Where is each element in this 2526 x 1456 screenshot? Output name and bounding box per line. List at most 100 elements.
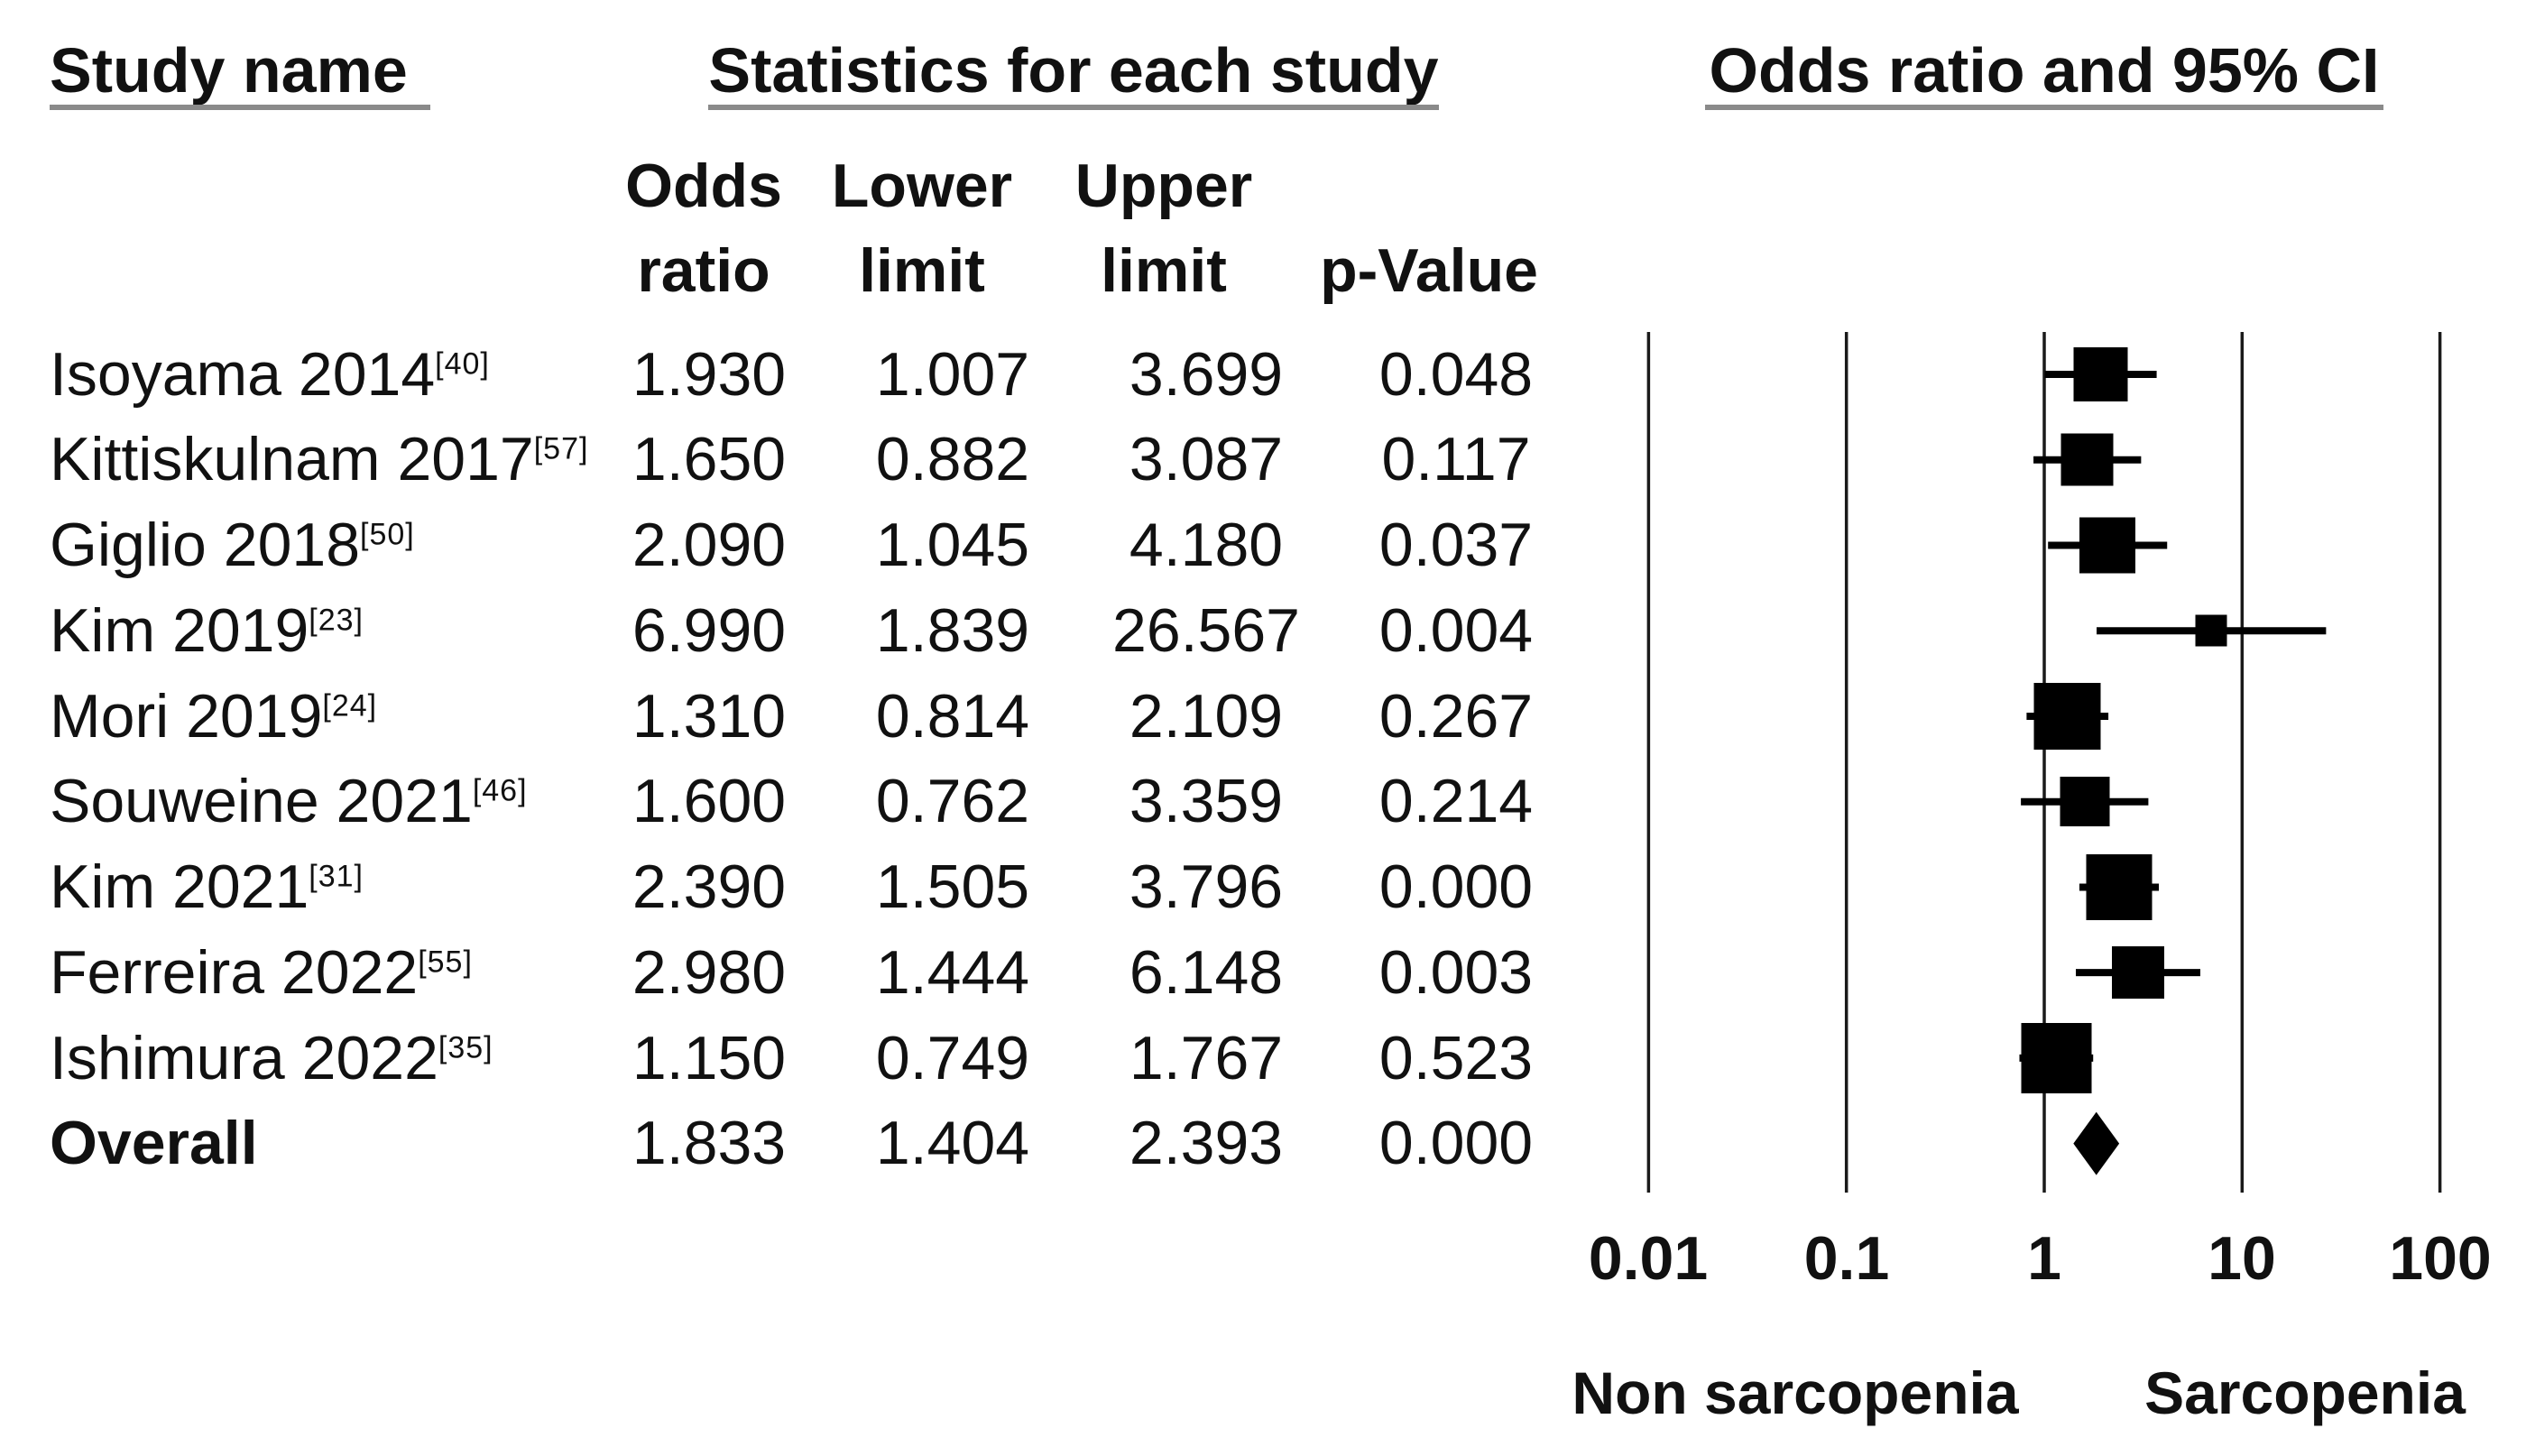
plot-header: Odds ratio and 95% CI xyxy=(1709,35,2380,106)
table-row: Kim 2019[23] 6.990 1.839 26.567 0.004 xyxy=(0,588,1588,674)
table-row: Ishimura 2022[35] 1.150 0.749 1.767 0.52… xyxy=(0,1016,1588,1101)
p-value: 0.267 xyxy=(1378,681,1534,751)
p-value-col-header: p-Value xyxy=(1320,236,1538,305)
study-name: Isoyama 2014[40] xyxy=(50,332,490,418)
lower-limit-col-header-line2: limit xyxy=(859,236,985,305)
upper-limit-value: 26.567 xyxy=(1112,595,1300,665)
study-name-text: Kittiskulnam 2017 xyxy=(50,425,534,494)
odds-ratio-col-header-line1: Odds xyxy=(625,152,782,220)
axis-tick-label-10: 10 xyxy=(2208,1224,2276,1293)
lower-limit-value: 1.505 xyxy=(875,852,1030,922)
odds-ratio-value: 6.990 xyxy=(632,595,787,665)
upper-limit-value: 3.699 xyxy=(1129,339,1284,409)
reference-superscript: [23] xyxy=(309,603,364,638)
upper-limit-value: 3.796 xyxy=(1129,852,1284,922)
reference-superscript: [24] xyxy=(322,687,378,723)
plot-header-underline xyxy=(1705,105,2383,110)
lower-limit-value: 1.444 xyxy=(875,937,1030,1007)
lower-limit-value: 1.839 xyxy=(875,595,1030,665)
odds-ratio-value: 1.150 xyxy=(632,1023,787,1092)
upper-limit-value: 3.087 xyxy=(1129,425,1284,494)
effect-square-Giglio 2018 xyxy=(2079,517,2136,574)
odds-ratio-value: 2.980 xyxy=(632,937,787,1007)
lower-limit-value: 0.749 xyxy=(875,1023,1030,1092)
odds-ratio-col-header-line2: ratio xyxy=(637,236,770,305)
table-row: Isoyama 2014[40] 1.930 1.007 3.699 0.048 xyxy=(0,332,1588,418)
table-row: Giglio 2018[50] 2.090 1.045 4.180 0.037 xyxy=(0,502,1588,588)
study-name: Mori 2019[24] xyxy=(50,674,377,760)
effect-square-Isoyama 2014 xyxy=(2073,347,2128,401)
table-row: Souweine 2021[46] 1.600 0.762 3.359 0.21… xyxy=(0,759,1588,844)
upper-limit-col-header-line1: Upper xyxy=(1074,152,1253,220)
study-header-underline xyxy=(50,105,430,110)
axis-tick-label-0.1: 0.1 xyxy=(1803,1224,1890,1293)
table-row: Mori 2019[24] 1.310 0.814 2.109 0.267 xyxy=(0,674,1588,760)
study-name-text: Kim 2019 xyxy=(50,595,309,665)
table-row: Kittiskulnam 2017[57] 1.650 0.882 3.087 … xyxy=(0,417,1588,502)
study-name: Kittiskulnam 2017[57] xyxy=(50,417,588,502)
upper-limit-value: 4.180 xyxy=(1129,511,1284,580)
study-name: Ferreira 2022[55] xyxy=(50,930,473,1016)
odds-ratio-value: 2.390 xyxy=(632,852,787,922)
p-value: 0.214 xyxy=(1378,767,1534,836)
lower-limit-col-header-line1: Lower xyxy=(831,152,1013,220)
study-name-text: Giglio 2018 xyxy=(50,511,361,580)
upper-limit-col-header-line2: limit xyxy=(1101,236,1227,305)
study-name: Ishimura 2022[35] xyxy=(50,1016,493,1101)
study-name-text: Overall xyxy=(50,1109,258,1178)
reference-superscript: [50] xyxy=(360,517,415,552)
odds-ratio-value: 1.833 xyxy=(632,1109,787,1178)
effect-square-Ferreira 2022 xyxy=(2112,946,2165,1000)
study-name: Kim 2019[23] xyxy=(50,588,364,674)
p-value: 0.004 xyxy=(1378,595,1534,665)
reference-superscript: [57] xyxy=(533,431,589,466)
upper-limit-value: 2.109 xyxy=(1129,681,1284,751)
study-name: Souweine 2021[46] xyxy=(50,759,528,844)
statistics-header-underline xyxy=(708,105,1439,110)
p-value: 0.000 xyxy=(1378,1109,1534,1178)
study-name: Giglio 2018[50] xyxy=(50,502,415,588)
study-name: Kim 2021[31] xyxy=(50,844,364,930)
axis-tick-label-0.01: 0.01 xyxy=(1588,1224,1709,1293)
overall-diamond xyxy=(2073,1111,2120,1175)
effect-square-Kittiskulnam 2017 xyxy=(2060,433,2114,486)
study-name-text: Isoyama 2014 xyxy=(50,339,436,409)
reference-superscript: [40] xyxy=(435,346,490,381)
study-name-text: Kim 2021 xyxy=(50,852,309,922)
axis-tick-label-100: 100 xyxy=(2389,1224,2492,1293)
p-value: 0.523 xyxy=(1378,1023,1534,1092)
table-row: Kim 2021[31] 2.390 1.505 3.796 0.000 xyxy=(0,844,1588,930)
lower-limit-value: 0.814 xyxy=(875,681,1030,751)
p-value: 0.003 xyxy=(1378,937,1534,1007)
upper-limit-value: 2.393 xyxy=(1129,1109,1284,1178)
effect-square-Mori 2019 xyxy=(2033,682,2101,750)
lower-limit-value: 0.762 xyxy=(875,767,1030,836)
lower-limit-value: 1.045 xyxy=(875,511,1030,580)
p-value: 0.117 xyxy=(1381,425,1531,494)
upper-limit-value: 3.359 xyxy=(1129,767,1284,836)
reference-superscript: [55] xyxy=(418,945,473,980)
upper-limit-value: 1.767 xyxy=(1129,1023,1284,1092)
odds-ratio-value: 1.650 xyxy=(632,425,787,494)
effect-square-Ishimura 2022 xyxy=(2021,1022,2092,1093)
odds-ratio-value: 2.090 xyxy=(632,511,787,580)
odds-ratio-value: 1.600 xyxy=(632,767,787,836)
lower-limit-value: 1.007 xyxy=(875,339,1030,409)
study-name-text: Ishimura 2022 xyxy=(50,1023,438,1092)
effect-square-Kim 2019 xyxy=(2195,614,2227,647)
p-value: 0.048 xyxy=(1378,339,1534,409)
p-value: 0.037 xyxy=(1378,511,1534,580)
study-name-header: Study name xyxy=(50,35,408,106)
lower-limit-value: 1.404 xyxy=(875,1109,1030,1178)
study-name: Overall xyxy=(50,1101,258,1186)
lower-limit-value: 0.882 xyxy=(875,425,1030,494)
axis-tick-label-1: 1 xyxy=(2027,1224,2061,1293)
reference-superscript: [35] xyxy=(438,1029,493,1064)
favours-right-label: Sarcopenia xyxy=(2144,1359,2466,1426)
table-row: Ferreira 2022[55] 2.980 1.444 6.148 0.00… xyxy=(0,930,1588,1016)
study-name-text: Mori 2019 xyxy=(50,681,323,751)
odds-ratio-value: 1.310 xyxy=(632,681,787,751)
p-value: 0.000 xyxy=(1378,852,1534,922)
